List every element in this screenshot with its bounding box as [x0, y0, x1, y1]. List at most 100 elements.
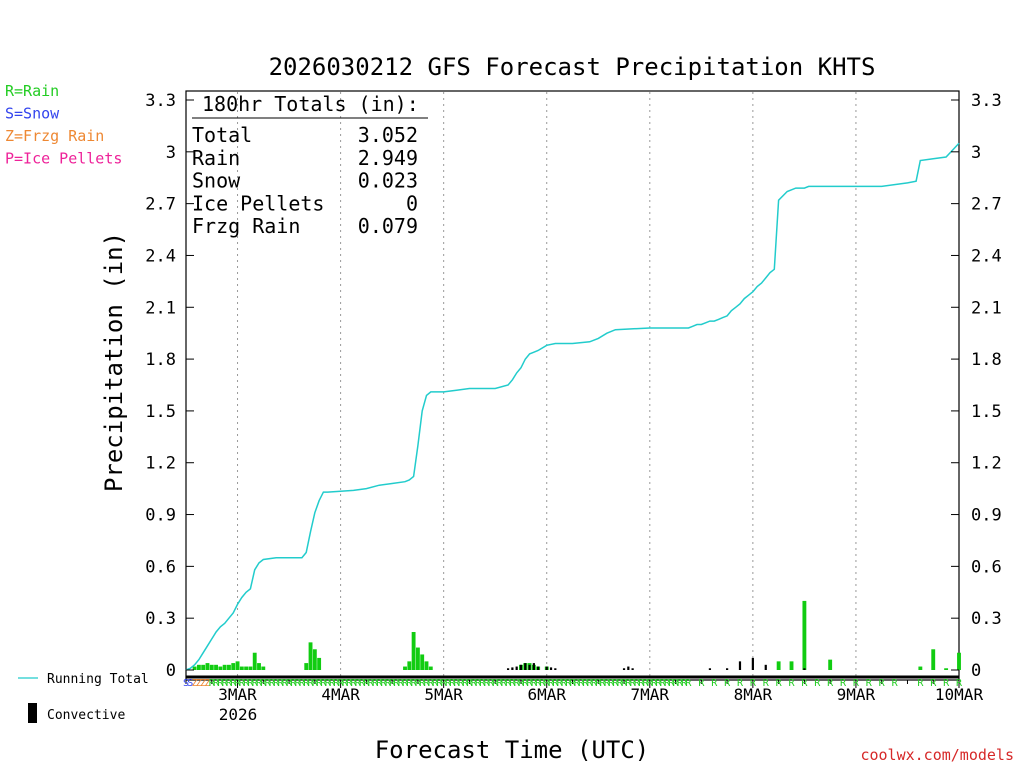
precip-type-marker: R: [479, 678, 486, 689]
type-legend-item: P=Ice Pellets: [5, 150, 122, 168]
precip-type-marker: R: [501, 678, 508, 689]
precip-bar: [244, 666, 249, 670]
precip-bar: [205, 663, 210, 670]
precip-type-marker: R: [892, 678, 899, 689]
precip-type-marker: R: [651, 678, 658, 689]
totals-row-value: 2.949: [358, 146, 418, 170]
precip-bar: [257, 663, 261, 670]
precip-type-marker: R: [625, 678, 632, 689]
precip-type-marker: R: [853, 678, 860, 689]
precip-bar: [252, 652, 257, 670]
precip-type-marker: R: [492, 678, 499, 689]
precip-type-marker: R: [316, 678, 323, 689]
precip-type-marker: R: [840, 678, 847, 689]
plot-frame: [185, 90, 960, 681]
precip-bar: [308, 642, 313, 670]
precip-type-marker: R: [445, 678, 452, 689]
precip-type-marker: R: [372, 678, 379, 689]
precip-bar: [312, 649, 317, 670]
convective-bar: [622, 668, 626, 670]
chart-title: 2026030212 GFS Forecast Precipitation KH…: [269, 53, 876, 81]
precip-type-marker: R: [235, 678, 242, 689]
precip-type-marker: R: [685, 678, 692, 689]
convective-bar: [532, 663, 535, 670]
y-tick-label-right: 2.4: [971, 246, 1002, 266]
precip-type-marker: R: [750, 678, 757, 689]
y-tick-label-right: 0.3: [971, 609, 1002, 629]
precip-type-marker: R: [496, 678, 503, 689]
totals-row-label: Snow: [192, 169, 241, 193]
precip-type-marker: Z: [200, 678, 206, 689]
precip-type-marker: R: [879, 678, 886, 689]
precip-type-marker: R: [514, 678, 521, 689]
precip-type-marker: R: [582, 678, 589, 689]
precip-bar: [235, 661, 240, 670]
precip-bar: [227, 664, 231, 670]
precip-type-marker: R: [917, 678, 924, 689]
precip-type-legend: R=Rain S=Snow Z=Frzg Rain P=Ice Pellets: [5, 82, 122, 168]
precip-type-marker: R: [561, 678, 568, 689]
precip-type-marker: R: [638, 678, 645, 689]
convective-bar: [738, 661, 742, 670]
y-tick-label-left: 1.8: [145, 350, 176, 370]
precip-type-marker: R: [252, 678, 259, 689]
precip-type-marker: R: [608, 678, 615, 689]
type-legend-item: R=Rain: [5, 82, 59, 100]
precip-type-marker: R: [574, 678, 581, 689]
precip-type-marker: R: [505, 678, 512, 689]
totals-row-label: Ice Pellets: [192, 191, 324, 215]
precip-type-marker: R: [612, 678, 619, 689]
precip-type-marker: R: [325, 678, 332, 689]
precip-bar: [828, 659, 833, 670]
precip-bar: [931, 649, 936, 670]
precip-type-marker: R: [681, 678, 688, 689]
precip-type-marker: R: [299, 678, 306, 689]
precip-bar: [415, 647, 420, 670]
precip-type-marker: R: [419, 678, 426, 689]
precip-type-marker: R: [389, 678, 396, 689]
precip-type-marker: Z: [204, 678, 210, 689]
precip-type-marker: R: [664, 678, 671, 689]
convective-bar: [511, 667, 514, 670]
running-total-legend-label: Running Total: [47, 672, 149, 687]
precip-type-marker: R: [346, 678, 353, 689]
convective-bar: [519, 664, 523, 670]
y-tick-label-right: 3: [971, 143, 981, 163]
precip-bars: [192, 600, 961, 670]
precip-type-marker: R: [595, 678, 602, 689]
site-credit: coolwx.com/models: [860, 746, 1014, 764]
precip-type-marker: R: [286, 678, 293, 689]
y-tick-label-right: 0: [971, 661, 981, 681]
precip-type-marker: R: [393, 678, 400, 689]
precip-type-marker: R: [355, 678, 362, 689]
convective-bar: [708, 668, 712, 670]
precip-bar: [196, 664, 201, 670]
x-tick-label: 7MAR: [631, 685, 670, 704]
precip-type-marker: S: [183, 678, 189, 689]
y-tick-label-right: 2.7: [971, 195, 1002, 215]
convective-bar: [631, 668, 634, 670]
x-tick-label: 5MAR: [424, 685, 463, 704]
precip-type-marker: R: [814, 678, 821, 689]
type-legend-item: S=Snow: [5, 105, 60, 123]
convective-bar: [549, 667, 553, 670]
precip-type-marker: R: [789, 678, 796, 689]
precip-type-marker: R: [406, 678, 413, 689]
precip-type-marker: R: [471, 678, 478, 689]
precip-type-marker: R: [600, 678, 607, 689]
x-tick-label: 4MAR: [321, 685, 360, 704]
precip-type-marker: R: [269, 678, 276, 689]
precip-type-marker: R: [642, 678, 649, 689]
precip-type-marker: R: [522, 678, 529, 689]
precip-type-marker: R: [308, 678, 315, 689]
precip-bar: [411, 632, 416, 670]
totals-heading: 180hr Totals (in):: [202, 92, 419, 116]
convective-bar: [764, 664, 767, 670]
precip-type-marker: R: [312, 678, 319, 689]
precip-type-marker: R: [475, 678, 482, 689]
precip-bar: [407, 661, 412, 670]
precip-type-marker: R: [265, 678, 272, 689]
precip-type-marker: R: [587, 678, 594, 689]
precip-type-marker: R: [677, 678, 684, 689]
precip-type-marker: S: [187, 678, 193, 689]
